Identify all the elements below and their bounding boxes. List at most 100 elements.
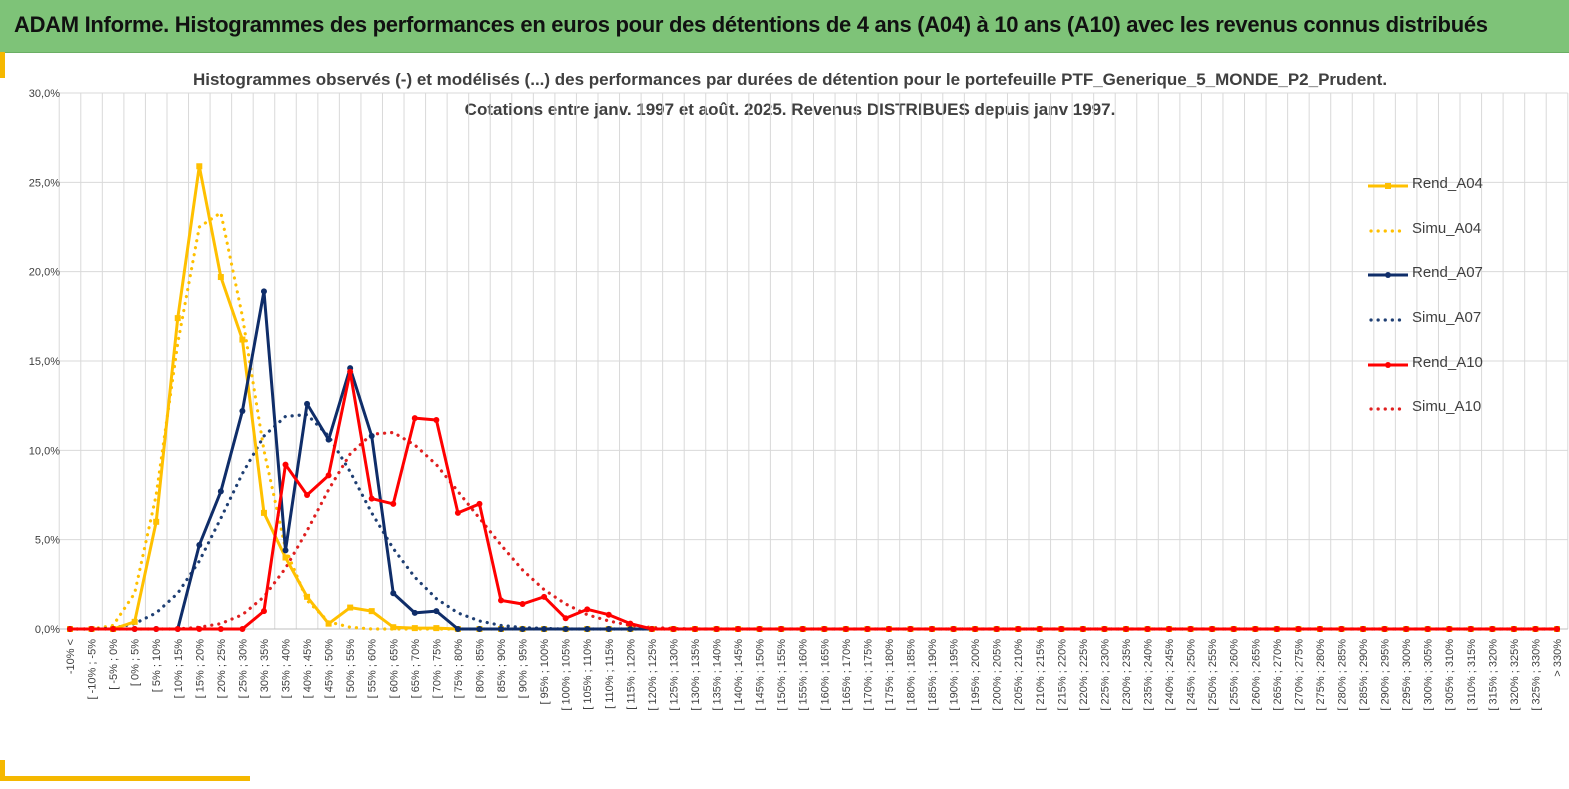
x-tick-label: [ 150% ; 155% <box>776 639 788 711</box>
legend-label: Simu_A07 <box>1412 309 1482 327</box>
data-point <box>713 626 720 632</box>
x-tick-label: [ 80% ; 85% <box>474 639 486 699</box>
report-banner: ADAM Informe. Histogrammes des performan… <box>0 0 1569 53</box>
data-point <box>153 626 160 632</box>
data-point <box>1273 626 1280 632</box>
x-tick-label: [ 0% ; 5% <box>130 639 142 686</box>
series-Rend_A10 <box>67 368 1560 632</box>
x-tick-label: [ 245% ; 250% <box>1186 639 1198 711</box>
legend-swatch <box>1368 361 1408 368</box>
data-point <box>648 626 655 632</box>
data-point <box>1554 626 1560 632</box>
x-tick-label: [ -5% ; 0% <box>108 639 120 690</box>
data-point <box>304 593 311 600</box>
x-tick-label: [ 10% ; 15% <box>173 639 185 699</box>
data-point <box>217 488 224 495</box>
legend-item: Rend_A10 <box>1360 345 1530 390</box>
data-point <box>1467 626 1474 632</box>
x-tick-label: [ 190% ; 195% <box>949 639 961 711</box>
data-point <box>562 615 569 622</box>
data-point <box>498 626 505 632</box>
series-line-Rend_A10 <box>70 370 1557 631</box>
data-point <box>670 626 677 632</box>
data-point <box>239 626 246 632</box>
x-tick-label: [ 65% ; 70% <box>410 639 422 699</box>
legend-label: Rend_A07 <box>1412 264 1483 282</box>
data-point <box>950 626 957 632</box>
x-tick-label: [ 310% ; 315% <box>1466 639 1478 711</box>
chart-subtitle: Cotations entre janv. 1997 et août. 2025… <box>464 100 1116 119</box>
x-tick-label: [ 200% ; 205% <box>992 639 1004 711</box>
data-point <box>454 509 461 516</box>
legend-swatch <box>1368 272 1408 279</box>
x-tick-label: [ 215% ; 220% <box>1056 639 1068 711</box>
x-tick-label: [ 210% ; 215% <box>1035 639 1047 711</box>
x-tick-label: [ 100% ; 105% <box>561 639 573 711</box>
data-point <box>260 509 267 516</box>
data-point <box>562 626 569 632</box>
legend-item: Simu_A10 <box>1360 389 1530 434</box>
x-tick-label: [ 20% ; 25% <box>216 639 228 699</box>
legend-swatch <box>1369 229 1407 233</box>
legend-label: Rend_A10 <box>1412 353 1483 371</box>
accent-bar-bottom <box>0 776 250 781</box>
data-point <box>1381 626 1388 632</box>
data-point <box>476 500 483 507</box>
data-point <box>1144 626 1151 632</box>
data-point <box>390 590 397 597</box>
data-point <box>174 626 181 632</box>
data-point <box>347 368 354 375</box>
data-point <box>282 547 289 554</box>
data-point <box>1209 626 1216 632</box>
legend-item: Rend_A04 <box>1360 166 1530 211</box>
data-point <box>778 626 785 632</box>
data-point <box>972 626 979 632</box>
data-point <box>864 626 871 632</box>
data-point <box>368 433 375 440</box>
y-tick-label: 15,0% <box>29 356 60 368</box>
legend-swatch <box>1369 407 1407 412</box>
data-point <box>842 626 849 632</box>
data-point <box>627 620 634 627</box>
data-point <box>260 608 267 615</box>
x-tick-label: [ 165% ; 170% <box>841 639 853 711</box>
x-tick-label: [ 105% ; 110% <box>582 639 594 710</box>
data-point <box>476 626 483 632</box>
x-tick-label: [ 325% ; 330% <box>1530 639 1542 711</box>
x-tick-label: [ 50% ; 55% <box>345 639 357 699</box>
x-tick-label: [ 160% ; 165% <box>819 639 831 711</box>
data-point <box>390 624 397 631</box>
legend-swatch <box>1369 318 1407 322</box>
data-point <box>217 274 224 281</box>
data-point <box>110 626 117 632</box>
data-point <box>433 416 440 423</box>
data-point <box>196 163 203 170</box>
data-point <box>1230 626 1237 632</box>
x-tick-label: [ 320% ; 325% <box>1509 639 1521 711</box>
data-point <box>1338 626 1345 632</box>
x-tick-label: [ 115% ; 120% <box>625 639 637 710</box>
x-tick-label: [ 175% ; 180% <box>884 639 896 711</box>
data-point <box>756 626 763 632</box>
x-tick-label: [ 305% ; 310% <box>1444 639 1456 711</box>
x-tick-label: [ 280% ; 285% <box>1336 639 1348 711</box>
y-tick-label: 20,0% <box>29 267 60 279</box>
data-point <box>1122 626 1129 632</box>
data-point <box>584 626 591 632</box>
legend-item: Simu_A07 <box>1360 300 1530 345</box>
legend-marker <box>1385 183 1391 189</box>
x-tick-label: [ 260% ; 265% <box>1250 639 1262 711</box>
data-point <box>325 436 332 443</box>
accent-bar-top <box>0 52 5 78</box>
x-tick-label: [ 230% ; 235% <box>1121 639 1133 711</box>
data-point <box>304 492 311 498</box>
series-layer <box>67 163 1560 632</box>
data-point <box>519 600 526 607</box>
data-point <box>1510 626 1517 632</box>
data-point <box>821 626 828 632</box>
y-axis: 0,0% 5,0% 10,0% 15,0% 20,0% 25,0% 30,0% <box>29 88 60 636</box>
data-point <box>907 626 914 632</box>
x-tick-label: [ 25% ; 30% <box>237 639 249 699</box>
data-point <box>605 626 612 632</box>
data-point <box>196 542 203 549</box>
